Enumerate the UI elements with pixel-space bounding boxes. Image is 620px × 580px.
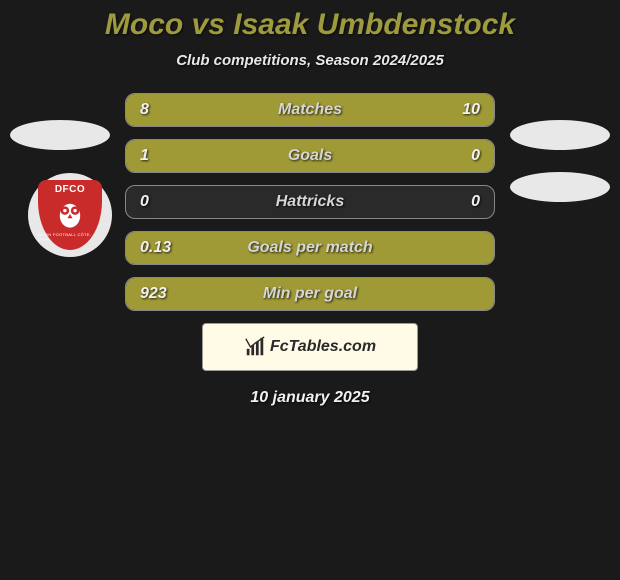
stat-row: 0.13Goals per match xyxy=(125,231,495,265)
stat-label: Goals per match xyxy=(126,232,494,264)
stat-row: 8Matches10 xyxy=(125,93,495,127)
stat-label: Goals xyxy=(126,140,494,172)
stat-label: Min per goal xyxy=(126,278,494,310)
club-badge-shield: DFCO DIJON FOOTBALL CÔTE-D'OR xyxy=(38,180,102,250)
page-subtitle: Club competitions, Season 2024/2025 xyxy=(0,52,620,69)
comparison-card: Moco vs Isaak Umbdenstock Club competiti… xyxy=(0,0,620,407)
player-right-placeholder-2 xyxy=(510,172,610,202)
stat-rows: 8Matches101Goals00Hattricks00.13Goals pe… xyxy=(125,93,495,311)
player-left-placeholder-1 xyxy=(10,120,110,150)
club-badge-circle: DFCO DIJON FOOTBALL CÔTE-D'OR xyxy=(28,173,112,257)
club-badge-sublabel: DIJON FOOTBALL CÔTE-D'OR xyxy=(38,232,102,242)
stat-row: 0Hattricks0 xyxy=(125,185,495,219)
stat-label: Hattricks xyxy=(126,186,494,218)
source-logo-text: FcTables.com xyxy=(270,338,376,356)
stat-value-right: 0 xyxy=(471,186,480,218)
stat-label: Matches xyxy=(126,94,494,126)
stat-value-right: 10 xyxy=(462,94,480,126)
club-badge-label: DFCO xyxy=(55,184,85,195)
stat-row: 923Min per goal xyxy=(125,277,495,311)
stats-area: DFCO DIJON FOOTBALL CÔTE-D'OR xyxy=(0,93,620,407)
bar-chart-icon xyxy=(244,336,266,358)
snapshot-date: 10 january 2025 xyxy=(0,389,620,407)
club-badge: DFCO DIJON FOOTBALL CÔTE-D'OR xyxy=(28,173,112,257)
stat-value-right: 0 xyxy=(471,140,480,172)
page-title: Moco vs Isaak Umbdenstock xyxy=(0,8,620,42)
stat-row: 1Goals0 xyxy=(125,139,495,173)
player-right-placeholder-1 xyxy=(510,120,610,150)
source-logo: FcTables.com xyxy=(202,323,418,371)
owl-icon xyxy=(53,197,87,231)
